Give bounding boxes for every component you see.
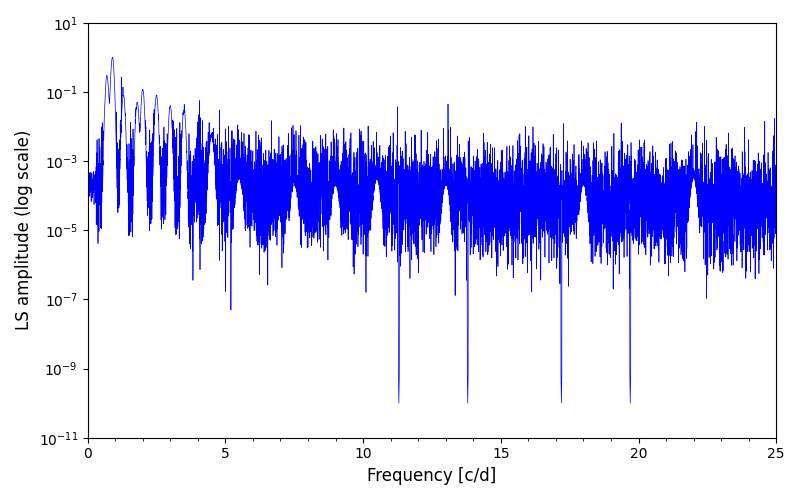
- Y-axis label: LS amplitude (log scale): LS amplitude (log scale): [15, 130, 33, 330]
- X-axis label: Frequency [c/d]: Frequency [c/d]: [367, 467, 497, 485]
